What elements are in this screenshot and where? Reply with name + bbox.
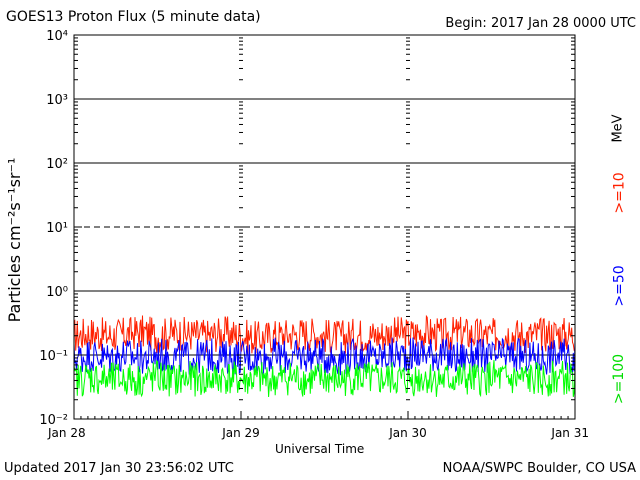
xtick-label: Jan 31 (550, 426, 589, 440)
chart-title: GOES13 Proton Flux (5 minute data) (6, 9, 261, 25)
legend-series-50: >=50 (611, 265, 628, 307)
ytick-label: 10⁻¹ (39, 349, 68, 364)
series-lines (73, 314, 576, 398)
series-line-1 (73, 314, 576, 355)
legend-series-100: >=100 (611, 353, 628, 405)
xtick-label: Jan 30 (388, 426, 427, 440)
series-line-3 (73, 359, 576, 398)
xtick-label: Jan 28 (47, 426, 86, 440)
day-boundary-ticks (237, 37, 412, 420)
legend-series-10: >=10 (611, 172, 628, 214)
ytick-label: 10⁻² (39, 413, 68, 428)
ytick-label: 10⁰ (46, 285, 68, 300)
y-axis-label: Particles cm⁻²s⁻¹sr⁻¹ (5, 157, 24, 323)
ytick-label: 10¹ (46, 221, 68, 236)
y-axis-ticks: 10⁻² 10⁻¹ 10⁰ 10¹ 10² 10³ 10⁴ (39, 29, 575, 428)
x-axis-label: Universal Time (275, 442, 365, 456)
ytick-label: 10⁴ (46, 29, 68, 44)
credit-line: NOAA/SWPC Boulder, CO USA (442, 461, 636, 476)
begin-time: Begin: 2017 Jan 28 0000 UTC (445, 16, 636, 31)
xtick-label: Jan 29 (221, 426, 260, 440)
legend-units-mev: MeV (610, 114, 626, 143)
x-axis-ticks: Jan 28 Jan 29 Jan 30 Jan 31 (47, 411, 589, 440)
updated-timestamp: Updated 2017 Jan 30 23:56:02 UTC (4, 461, 234, 476)
grid-lines (74, 98, 575, 356)
ytick-label: 10² (46, 157, 68, 172)
ytick-label: 10³ (46, 93, 68, 108)
